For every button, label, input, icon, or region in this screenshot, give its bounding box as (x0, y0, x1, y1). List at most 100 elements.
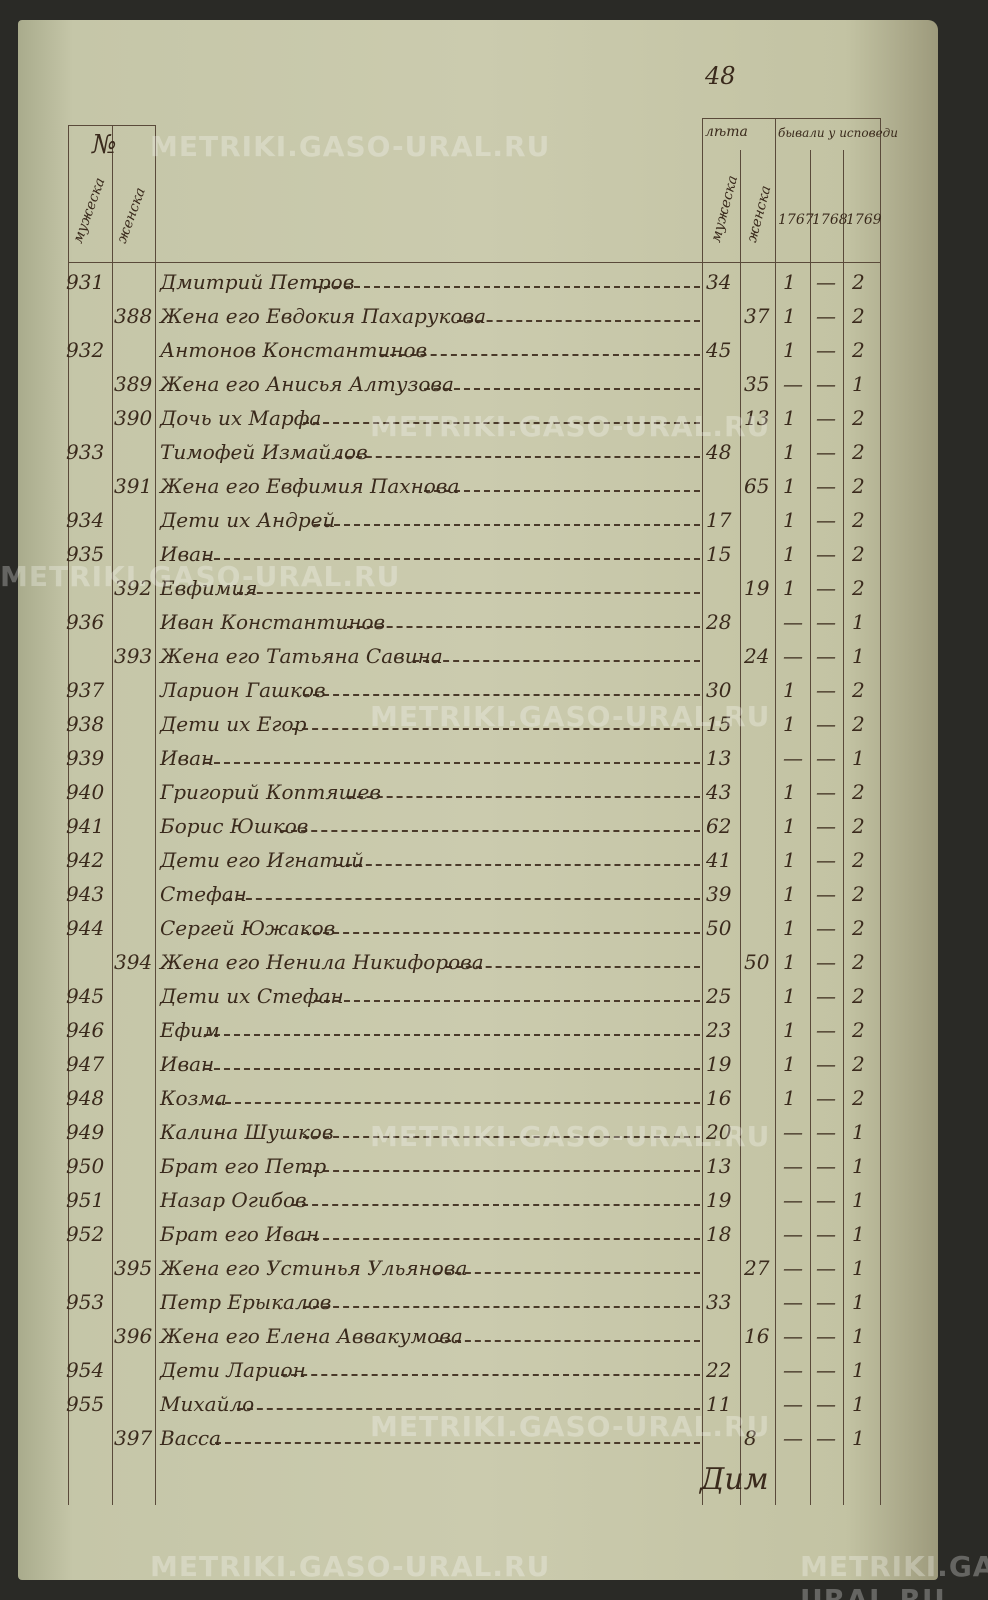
rule (702, 118, 880, 119)
male-number: 954 (66, 1358, 105, 1382)
mark-1767: 1 (783, 304, 796, 328)
mark-1769: 1 (852, 1188, 865, 1212)
leader-line (281, 830, 700, 832)
leader-line (314, 286, 700, 288)
mark-1768: — (816, 678, 836, 702)
mark-1767: — (783, 1426, 803, 1450)
mark-1767: 1 (783, 916, 796, 940)
mark-1768: — (816, 542, 836, 566)
male-number: 938 (66, 712, 105, 736)
female-number: 390 (114, 406, 153, 430)
watermark: METRIKI.GASO-URAL.RU (150, 1550, 551, 1583)
mark-1767: 1 (783, 1018, 796, 1042)
male-number: 948 (66, 1086, 105, 1110)
watermark: METRIKI.GASO-URAL.RU (800, 1550, 988, 1600)
female-age: 65 (744, 474, 770, 498)
mark-1768: — (816, 610, 836, 634)
leader-line (446, 966, 700, 968)
name: Васса (160, 1426, 221, 1450)
leader-line (424, 388, 700, 390)
mark-1768: — (816, 1256, 836, 1280)
mark-1768: — (816, 1426, 836, 1450)
leader-line (303, 932, 700, 934)
mark-1767: 1 (783, 508, 796, 532)
name: Жена его Татьяна Савина (160, 644, 443, 668)
leader-line (347, 796, 700, 798)
name: Жена его Анисья Алтузова (160, 372, 454, 396)
name: Дети его Игнатий (160, 848, 365, 872)
male-number: 935 (66, 542, 105, 566)
leader-line (303, 1238, 700, 1240)
mark-1768: — (816, 950, 836, 974)
female-number: 394 (114, 950, 153, 974)
female-age: 35 (744, 372, 770, 396)
male-age: 25 (706, 984, 732, 1008)
mark-1768: — (816, 1052, 836, 1076)
female-number: 389 (114, 372, 153, 396)
mark-1768: — (816, 576, 836, 600)
rule (68, 125, 155, 126)
male-age: 23 (706, 1018, 732, 1042)
mark-1768: — (816, 440, 836, 464)
male-age: 19 (706, 1052, 732, 1076)
mark-1768: — (816, 304, 836, 328)
paper (18, 20, 938, 1580)
mark-1769: 2 (852, 338, 865, 362)
female-number: 393 (114, 644, 153, 668)
page-number: 48 (705, 62, 736, 90)
mark-1768: — (816, 474, 836, 498)
watermark: METRIKI.GASO-URAL.RU (370, 1120, 771, 1153)
name: Калина Шушков (160, 1120, 334, 1144)
leader-line (336, 456, 700, 458)
mark-1767: — (783, 1290, 803, 1314)
mark-1767: 1 (783, 542, 796, 566)
mark-1768: — (816, 1324, 836, 1348)
name: Иван (160, 542, 215, 566)
female-age: 27 (744, 1256, 770, 1280)
female-age: 13 (744, 406, 770, 430)
leader-line (303, 422, 700, 424)
male-age: 62 (706, 814, 732, 838)
male-age: 19 (706, 1188, 732, 1212)
mark-1768: — (816, 1392, 836, 1416)
mark-1767: 1 (783, 678, 796, 702)
female-number: 396 (114, 1324, 153, 1348)
mark-1769: 1 (852, 610, 865, 634)
male-age: 28 (706, 610, 732, 634)
mark-1767: — (783, 1392, 803, 1416)
male-age: 20 (706, 1120, 732, 1144)
leader-line (204, 1034, 700, 1036)
female-age: 19 (744, 576, 770, 600)
mark-1768: — (816, 1358, 836, 1382)
leader-line (303, 1306, 700, 1308)
rule (155, 125, 156, 1505)
header-year: 1767 (778, 212, 814, 228)
male-age: 41 (706, 848, 732, 872)
mark-1769: 1 (852, 1154, 865, 1178)
mark-1768: — (816, 746, 836, 770)
mark-1767: 1 (783, 406, 796, 430)
leader-line (226, 898, 700, 900)
header-year: 1768 (812, 212, 848, 228)
mark-1767: — (783, 1188, 803, 1212)
mark-1769: 1 (852, 1290, 865, 1314)
name: Дети их Андрей (160, 508, 336, 532)
mark-1769: 1 (852, 1256, 865, 1280)
leader-line (424, 490, 700, 492)
male-age: 50 (706, 916, 732, 940)
male-number: 950 (66, 1154, 105, 1178)
mark-1767: — (783, 1154, 803, 1178)
mark-1767: 1 (783, 848, 796, 872)
leader-line (413, 660, 700, 662)
male-age: 22 (706, 1358, 732, 1382)
mark-1769: 1 (852, 1358, 865, 1382)
male-number: 934 (66, 508, 105, 532)
mark-1769: 2 (852, 678, 865, 702)
mark-1767: 1 (783, 1052, 796, 1076)
female-age: 50 (744, 950, 770, 974)
mark-1767: 1 (783, 984, 796, 1008)
name: Стефан (160, 882, 247, 906)
watermark: METRIKI.GASO-URAL.RU (370, 1410, 771, 1443)
male-age: 15 (706, 712, 732, 736)
rule (112, 125, 113, 1505)
